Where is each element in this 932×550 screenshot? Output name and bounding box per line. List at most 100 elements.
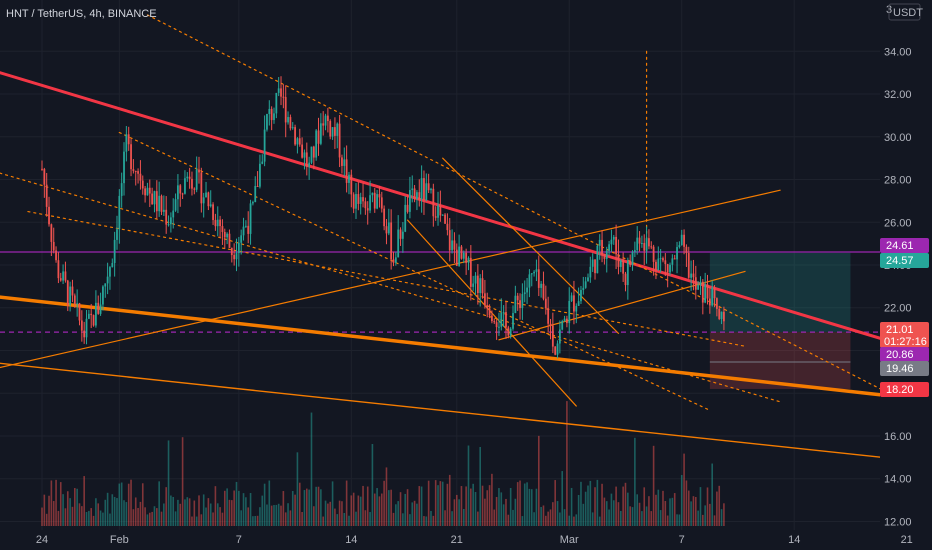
time-axis[interactable]: 24 Feb 7 14 21 Mar 7 14 21 <box>36 534 913 546</box>
candle-body <box>575 305 578 312</box>
candle-body <box>580 290 582 302</box>
candle-body <box>694 277 697 290</box>
volume-bar <box>502 504 505 526</box>
volume-bar <box>542 505 545 526</box>
candle-body <box>584 281 587 288</box>
candle-body <box>659 258 662 260</box>
volume-bar <box>671 497 674 526</box>
volume-bar <box>589 480 592 526</box>
currency-box[interactable] <box>888 3 921 21</box>
trend-line[interactable] <box>0 71 932 357</box>
candle-body <box>678 245 681 248</box>
volume-bar <box>427 480 430 526</box>
candle-body <box>483 293 486 306</box>
candle-body <box>158 195 161 212</box>
candle-body <box>383 208 386 227</box>
position-loss-zone[interactable] <box>709 332 851 389</box>
trend-line[interactable] <box>0 189 781 369</box>
candle-body <box>465 252 468 263</box>
volume-bar <box>221 512 224 526</box>
candle-body <box>92 315 95 326</box>
price-badge-label: 18.20 <box>886 384 914 396</box>
candle-body <box>317 130 320 144</box>
volume-bar <box>188 498 191 526</box>
candle-body <box>296 138 299 145</box>
candle-body <box>587 277 589 282</box>
volume-bar <box>146 514 149 526</box>
candle-body <box>472 283 475 287</box>
candle-body <box>169 217 172 225</box>
volume-bar <box>641 511 643 526</box>
candle-body <box>544 298 547 309</box>
volume-bar <box>554 480 556 526</box>
trend-line[interactable] <box>0 362 932 464</box>
volume-bar <box>341 501 343 526</box>
trend-line[interactable] <box>146 14 932 427</box>
candle-body <box>713 287 716 299</box>
volume-bar <box>144 507 146 526</box>
candle-body <box>699 281 702 286</box>
candle-body <box>526 287 528 293</box>
volume-bar <box>402 513 404 526</box>
volume-bar <box>629 506 631 526</box>
volume-bar <box>369 512 371 526</box>
candle-body <box>371 192 374 196</box>
candle-body <box>514 295 517 314</box>
y-tick-label: 16.00 <box>884 431 912 443</box>
price-axis[interactable]: 12.0014.0016.0018.0020.0022.0024.0026.00… <box>884 46 912 528</box>
candle-body <box>680 234 683 246</box>
trend-lines[interactable] <box>0 14 932 464</box>
candle-body <box>624 273 627 286</box>
candle-body <box>134 170 137 172</box>
trend-line[interactable] <box>27 210 746 347</box>
candle-body <box>460 246 463 259</box>
volume-bar <box>336 514 339 526</box>
volume-bar <box>582 503 585 526</box>
volume-bar <box>706 487 709 526</box>
candle-body <box>287 117 289 123</box>
x-tick-label: 21 <box>901 534 913 546</box>
candle-body <box>500 312 503 327</box>
candle-body <box>683 234 685 247</box>
candle-body <box>228 233 231 248</box>
candle-body <box>235 253 238 260</box>
volume-bar <box>669 498 671 526</box>
volume-bar <box>687 490 690 526</box>
candle-body <box>566 318 568 324</box>
candle-body <box>244 225 247 227</box>
trend-line[interactable] <box>0 295 888 398</box>
trend-line[interactable] <box>442 157 620 334</box>
volume-bar <box>451 511 453 526</box>
volume-bar <box>561 471 564 526</box>
time-axis-panel[interactable] <box>0 530 932 550</box>
candle-body <box>207 192 210 207</box>
volume-bar <box>160 511 163 526</box>
horizontal-levels[interactable] <box>0 251 880 333</box>
trend-line[interactable] <box>498 270 746 341</box>
candle-body <box>481 278 484 294</box>
volume-bar <box>437 485 439 526</box>
volume-bar <box>284 512 287 526</box>
volume-bar <box>720 509 723 526</box>
volume-bar <box>617 502 620 526</box>
volume-bar <box>430 510 432 526</box>
volume-bar <box>591 512 594 526</box>
candle-body <box>418 192 421 200</box>
symbol-title: HNT / TetherUS, 4h, BINANCE <box>6 8 157 20</box>
price-badge <box>880 361 929 376</box>
volume-bar <box>207 498 210 526</box>
volume-bar <box>296 452 299 526</box>
volume-bar <box>69 498 71 526</box>
trend-line[interactable] <box>0 172 781 403</box>
candle-body <box>540 283 543 288</box>
long-position-tool[interactable] <box>709 252 851 389</box>
volume-bar <box>76 488 78 526</box>
candle-body <box>706 284 709 299</box>
trend-line[interactable] <box>118 131 711 411</box>
volume-bar <box>376 488 378 526</box>
candle-body <box>718 308 721 319</box>
candle-body <box>430 188 432 191</box>
